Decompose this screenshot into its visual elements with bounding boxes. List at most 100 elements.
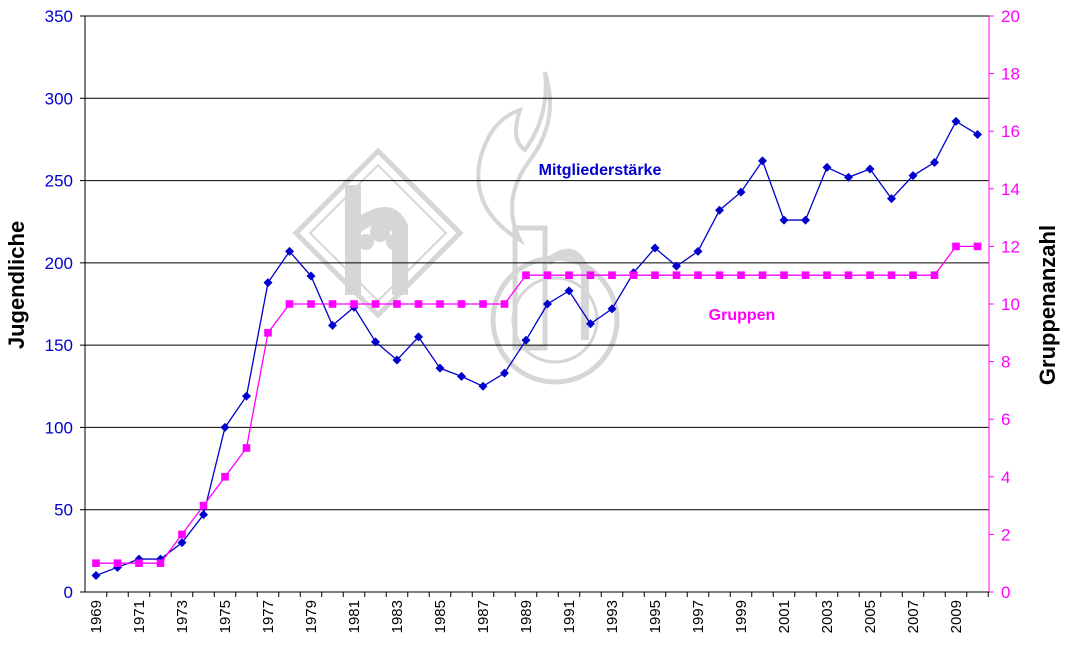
diamond-emblem bbox=[292, 147, 464, 319]
data-point-gruppen bbox=[113, 559, 122, 567]
data-point-mitgliederstaerke bbox=[285, 246, 294, 256]
right-axis-ticks: 0 2 4 6 8 10 12 14 16 18 20 bbox=[989, 7, 1020, 602]
data-point-mitgliederstaerke bbox=[242, 391, 251, 401]
x-tick-label: 1985 bbox=[432, 600, 449, 633]
data-point-gruppen bbox=[844, 271, 853, 279]
data-point-gruppen bbox=[608, 271, 616, 279]
x-tick-label: 1989 bbox=[518, 600, 535, 633]
axes bbox=[84, 16, 990, 593]
data-point-mitgliederstaerke bbox=[564, 286, 574, 296]
x-tick-label: 1983 bbox=[389, 600, 406, 633]
x-tick-label: 1981 bbox=[346, 600, 363, 633]
gridlines bbox=[85, 15, 989, 511]
data-point-gruppen bbox=[909, 271, 917, 279]
data-point-mitgliederstaerke bbox=[371, 337, 380, 347]
data-point-gruppen bbox=[801, 271, 810, 279]
y2-tick-label: 8 bbox=[1001, 353, 1010, 372]
series-label-mitgliederstaerke: Mitgliederstärke bbox=[539, 162, 662, 179]
y-tick-label: 50 bbox=[54, 501, 73, 520]
data-point-mitgliederstaerke bbox=[973, 129, 982, 139]
flame-emblem bbox=[476, 71, 620, 385]
data-point-gruppen bbox=[694, 271, 702, 279]
y-tick-label: 350 bbox=[45, 7, 73, 26]
data-point-mitgliederstaerke bbox=[672, 261, 681, 271]
y2-tick-label: 16 bbox=[1001, 122, 1020, 141]
y2-tick-label: 0 bbox=[1001, 583, 1010, 602]
data-point-mitgliederstaerke bbox=[521, 335, 531, 345]
data-point-mitgliederstaerke bbox=[650, 243, 660, 253]
y2-tick-label: 10 bbox=[1001, 295, 1020, 314]
x-tick-label: 2007 bbox=[905, 600, 922, 633]
data-point-gruppen bbox=[178, 530, 186, 539]
data-point-gruppen bbox=[543, 271, 552, 279]
data-point-gruppen bbox=[479, 300, 487, 308]
data-point-gruppen bbox=[715, 271, 724, 279]
x-tick-label: 1973 bbox=[174, 600, 191, 633]
data-point-gruppen bbox=[156, 559, 165, 567]
data-point-gruppen bbox=[887, 271, 896, 279]
data-point-gruppen bbox=[737, 271, 745, 279]
data-point-mitgliederstaerke bbox=[91, 571, 101, 581]
x-axis-ticks: 1969 1971 1973 1975 1977 1979 1981 1983 1985 1987… bbox=[88, 592, 989, 633]
data-point-mitgliederstaerke bbox=[263, 278, 273, 288]
data-point-mitgliederstaerke bbox=[844, 172, 853, 182]
y2-tick-label: 14 bbox=[1001, 180, 1020, 199]
data-point-gruppen bbox=[672, 271, 681, 279]
data-point-mitgliederstaerke bbox=[930, 157, 939, 167]
data-point-mitgliederstaerke bbox=[736, 187, 746, 197]
data-point-mitgliederstaerke bbox=[500, 368, 509, 378]
x-tick-label: 1969 bbox=[88, 600, 105, 633]
left-axis-ticks: 0 50 100 150 200 250 300 350 bbox=[45, 7, 85, 602]
y2-tick-label: 6 bbox=[1001, 410, 1010, 429]
data-point-mitgliederstaerke bbox=[478, 381, 488, 391]
y-tick-label: 300 bbox=[45, 89, 73, 108]
data-point-gruppen bbox=[586, 271, 595, 279]
x-tick-label: 2001 bbox=[776, 600, 793, 633]
y-tick-label: 0 bbox=[64, 583, 73, 602]
x-tick-label: 1999 bbox=[733, 600, 750, 633]
data-point-gruppen bbox=[307, 300, 315, 308]
data-point-mitgliederstaerke bbox=[779, 215, 789, 225]
data-point-mitgliederstaerke bbox=[543, 299, 552, 309]
data-point-mitgliederstaerke bbox=[457, 371, 466, 381]
data-point-mitgliederstaerke bbox=[199, 510, 208, 520]
data-point-gruppen bbox=[414, 300, 423, 308]
data-point-gruppen bbox=[522, 271, 530, 279]
data-point-gruppen bbox=[629, 271, 638, 279]
x-tick-label: 2005 bbox=[862, 600, 879, 633]
watermark-logo bbox=[292, 71, 620, 385]
y-tick-label: 250 bbox=[45, 172, 73, 191]
data-point-mitgliederstaerke bbox=[822, 162, 832, 172]
diamond-emblem-letter bbox=[345, 185, 408, 295]
series-layer bbox=[91, 116, 982, 581]
data-point-mitgliederstaerke bbox=[220, 422, 230, 432]
data-point-gruppen bbox=[457, 300, 466, 308]
data-point-gruppen bbox=[930, 271, 939, 279]
x-tick-label: 1977 bbox=[260, 600, 277, 633]
data-point-mitgliederstaerke bbox=[392, 355, 402, 365]
data-point-gruppen bbox=[242, 444, 251, 452]
x-tick-label: 1991 bbox=[561, 600, 578, 633]
series-line-mitgliederstaerke bbox=[95, 120, 978, 577]
data-point-gruppen bbox=[371, 300, 380, 308]
data-point-mitgliederstaerke bbox=[908, 171, 918, 181]
data-point-gruppen bbox=[758, 271, 767, 279]
y2-tick-label: 4 bbox=[1001, 468, 1010, 487]
y-tick-label: 200 bbox=[45, 254, 73, 273]
data-point-mitgliederstaerke bbox=[758, 156, 767, 166]
y2-tick-label: 2 bbox=[1001, 525, 1010, 544]
data-point-mitgliederstaerke bbox=[607, 304, 617, 314]
data-point-mitgliederstaerke bbox=[715, 205, 724, 215]
data-point-gruppen bbox=[328, 300, 337, 308]
data-point-mitgliederstaerke bbox=[306, 271, 316, 281]
data-point-gruppen bbox=[651, 271, 659, 279]
data-point-gruppen bbox=[350, 300, 358, 308]
data-point-gruppen bbox=[221, 473, 229, 481]
y2-tick-label: 18 bbox=[1001, 65, 1020, 84]
x-tick-label: 1971 bbox=[131, 600, 148, 633]
data-point-mitgliederstaerke bbox=[414, 332, 423, 342]
data-point-mitgliederstaerke bbox=[951, 116, 961, 126]
x-tick-label: 2003 bbox=[819, 600, 836, 633]
y-axis-title-right: Gruppenanzahl bbox=[1035, 225, 1060, 385]
